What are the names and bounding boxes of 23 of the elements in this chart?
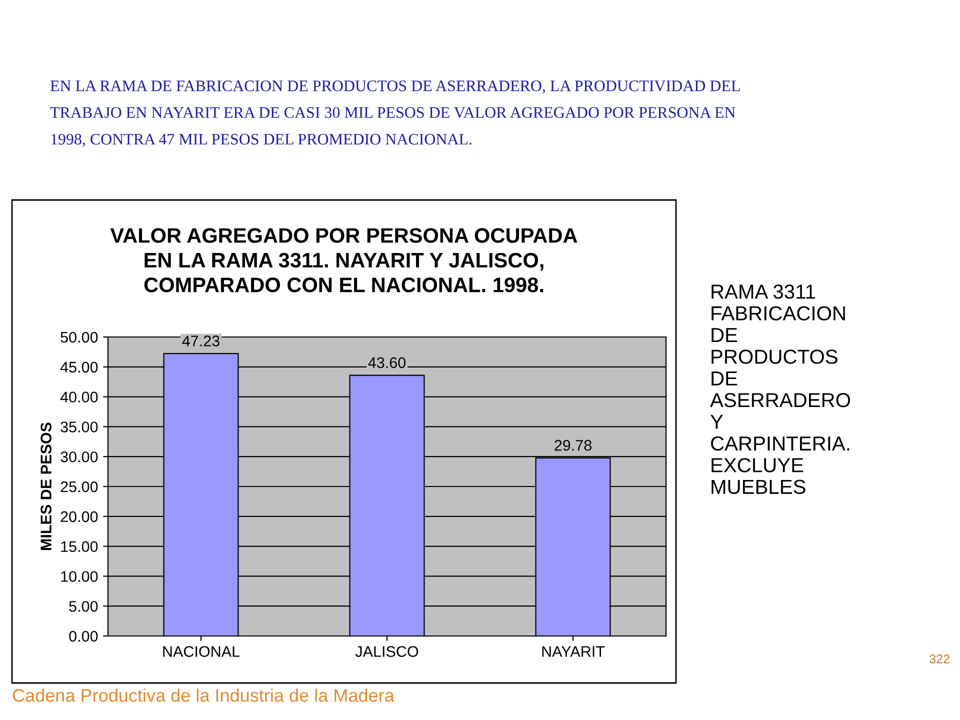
y-tick-label: 50.00 xyxy=(60,332,98,343)
y-tick-label: 40.00 xyxy=(60,392,98,402)
x-tick-label: NACIONAL xyxy=(163,646,240,657)
y-axis-title: MILES DE PESOS xyxy=(40,422,52,550)
y-tick-label: 5.00 xyxy=(69,600,98,612)
y-tick-label: 25.00 xyxy=(60,481,98,492)
text: Cadena Productiva de la Industria de la Madera xyxy=(12,688,394,702)
x-tick-label: NAYARIT xyxy=(542,646,605,657)
text: 322 xyxy=(930,654,950,664)
data-label: 47.23 xyxy=(182,336,220,346)
chart-title: VALOR AGREGADO POR PERSONA OCUPADA EN LA RAMA 3311. NAYARIT Y JALISCO, COMPARADO CON EL NACIONAL. 1998. xyxy=(110,228,578,292)
y-tick-label: 15.00 xyxy=(61,541,98,552)
text: EN LA RAMA DE FABRICACION DE PRODUCTOS DE ASERRADERO, LA PRODUCTIVIDAD DEL TRABAJO EN NAYARIT ERA DE CASI 30 MIL PESOS DE VALOR AGREGADO POR PERSONA EN 1998, CONTRA 47 MIL PESOS DEL PROMEDIO NACIONAL. xyxy=(50,80,740,147)
data-label: 29.78 xyxy=(554,440,592,451)
text: RAMA 3311 FABRICACION DE PRODUCTOS DE ASERRADERO Y CARPINTERIA. EXCLUYE MUEBLES xyxy=(710,284,850,494)
y-tick-label: 30.00 xyxy=(60,451,98,462)
y-tick-label: 20.00 xyxy=(60,511,98,522)
x-tick-label: JALISCO xyxy=(355,646,418,657)
data-label: 43.60 xyxy=(368,357,406,368)
y-tick-label: 45.00 xyxy=(60,362,98,373)
y-tick-label: 10.00 xyxy=(61,571,98,582)
y-tick-label: 35.00 xyxy=(60,422,98,432)
y-tick-label: 0.00 xyxy=(69,630,98,642)
